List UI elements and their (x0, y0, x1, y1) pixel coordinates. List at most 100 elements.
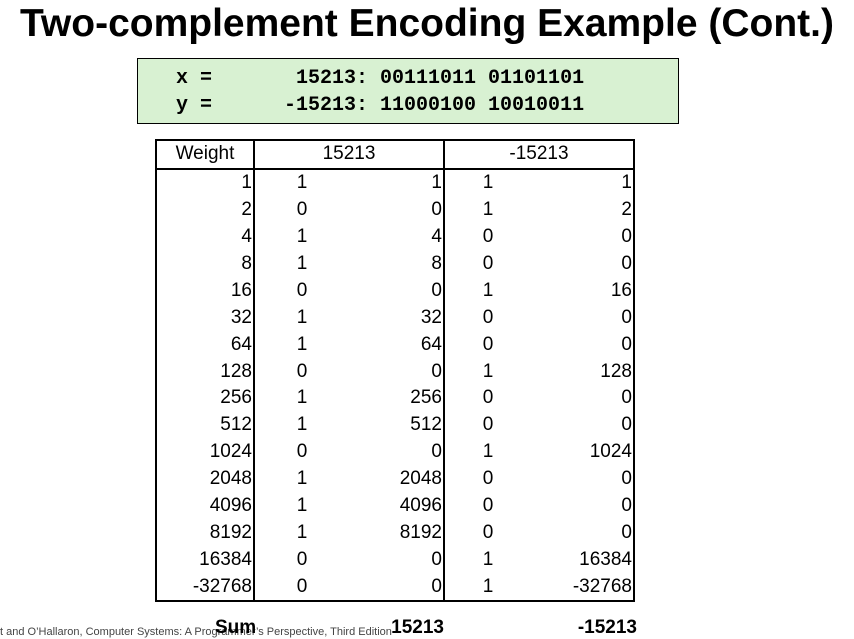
table-cell: 1 (482, 441, 494, 463)
table-cell: 0 (349, 573, 445, 602)
table-cell: 2048 (349, 465, 445, 493)
table-row: 16384 0 0 1 16384 (156, 546, 634, 574)
table-cell: 0 (621, 468, 632, 490)
table-cell: 4096 (349, 492, 445, 520)
table-cell: -32768 (572, 575, 632, 597)
table-cell: 2 (621, 199, 632, 221)
table-cell: 1 (482, 279, 494, 301)
table-cell: 1 (156, 168, 255, 197)
table-cell: 1 (296, 495, 308, 517)
table-cell: 1 (482, 172, 494, 194)
table-cell: 1 (296, 333, 308, 355)
table-cell: 1 (482, 199, 494, 221)
table-cell: 0 (349, 438, 445, 466)
table-cell: 1 (482, 575, 494, 597)
table-row: 8192 1 8192 0 0 (156, 519, 634, 547)
table-row: 16 0 0 1 16 (156, 277, 634, 305)
table-cell: 16 (610, 279, 632, 301)
table-cell: 1024 (589, 441, 632, 463)
table-cell: 0 (349, 546, 445, 574)
table-cell: 0 (621, 226, 632, 248)
table-cell: 1024 (156, 438, 255, 466)
table-cell: 0 (349, 358, 445, 386)
table-row: 4096 1 4096 0 0 (156, 492, 634, 520)
table-cell: 0 (621, 414, 632, 436)
table-cell: 1 (296, 306, 308, 328)
table-cell: 32 (156, 304, 255, 332)
table-cell: 1 (296, 172, 308, 194)
code-line: x = 15213: 00111011 01101101 (176, 67, 585, 90)
table-cell: 0 (482, 468, 494, 490)
table-row: 2 0 0 1 2 (156, 196, 634, 224)
table-cell: 0 (482, 495, 494, 517)
slide-title: Two-complement Encoding Example (Cont.) (20, 2, 834, 45)
table-row: 256 1 256 0 0 (156, 385, 634, 412)
table-cell: 0 (482, 226, 494, 248)
table-cell: 4 (156, 223, 255, 251)
table-cell: 0 (621, 253, 632, 274)
table-cell: 0 (621, 495, 632, 517)
footnote: t and O’Hallaron, Computer Systems: A Pr… (0, 626, 392, 638)
table-row: 64 1 64 0 0 (156, 331, 634, 359)
table-cell: 0 (296, 441, 308, 463)
table-cell: 16384 (579, 548, 632, 570)
table-cell: 0 (349, 277, 445, 305)
table-row: 4 1 4 0 0 (156, 223, 634, 251)
table-cell: 256 (349, 385, 445, 412)
table-cell: 16384 (156, 546, 255, 574)
table-cell: 0 (621, 333, 632, 355)
table-cell: 0 (296, 279, 308, 301)
table-cell: 0 (296, 548, 308, 570)
table-cell: 2 (156, 196, 255, 224)
table-row: 1 1 1 1 1 (156, 168, 634, 197)
table-cell: 0 (482, 333, 494, 355)
table-cell: 0 (349, 196, 445, 224)
table-cell: 8 (156, 250, 255, 278)
code-line: y = -15213: 11000100 10010011 (176, 94, 585, 117)
table-cell: 0 (296, 575, 308, 597)
table-cell: 64 (156, 331, 255, 359)
table-cell: 0 (482, 253, 494, 274)
table-row: 512 1 512 0 0 (156, 411, 634, 439)
table-cell: 1 (296, 468, 308, 490)
table-cell: 0 (296, 199, 308, 221)
table-row: 128 0 0 1 128 (156, 358, 634, 386)
table-cell: 0 (482, 521, 494, 543)
table-row: 8 1 8 0 0 (156, 250, 634, 278)
table-cell: 512 (156, 411, 255, 439)
table-cell: 8 (349, 250, 445, 278)
table-cell: 0 (296, 360, 308, 382)
table-cell: 0 (482, 414, 494, 436)
table-cell: 64 (349, 331, 445, 359)
table-cell: 0 (621, 521, 632, 543)
table-cell: 1 (349, 168, 445, 197)
table-cell: 4 (349, 223, 445, 251)
sum-label: Sum (215, 617, 257, 638)
header-cell: 15213 (254, 140, 445, 170)
table-cell: -32768 (156, 573, 255, 602)
table-body: 1 1 1 1 1 2 0 0 1 2 4 1 4 0 0 8 1 8 0 0 16 0 0 1 16 32 1 32 0 0 64 1 64 0… (156, 168, 634, 602)
header-row: Weight 15213 -15213 (156, 140, 634, 170)
table-row: 32 1 32 0 0 (156, 304, 634, 332)
table-cell: 0 (621, 387, 632, 409)
table-cell: 16 (156, 277, 255, 305)
table-cell: 1 (296, 226, 308, 248)
table-row: 2048 1 2048 0 0 (156, 465, 634, 493)
table-row: 1024 0 0 1 1024 (156, 438, 634, 466)
table-cell: 8192 (156, 519, 255, 547)
table-cell: 1 (621, 172, 632, 194)
table-cell: 512 (349, 411, 445, 439)
table-cell: 8192 (349, 519, 445, 547)
table-cell: 0 (621, 306, 632, 328)
table-cell: 128 (156, 358, 255, 386)
table-row: -32768 0 0 1 -32768 (156, 573, 634, 602)
table-cell: 32 (349, 304, 445, 332)
table-cell: 0 (482, 306, 494, 328)
sum-value: -15213 (577, 617, 637, 638)
table-cell: 1 (296, 387, 308, 409)
sum-value: 15213 (391, 617, 444, 638)
table-cell: 128 (600, 360, 632, 382)
table-cell: 1 (296, 253, 308, 274)
